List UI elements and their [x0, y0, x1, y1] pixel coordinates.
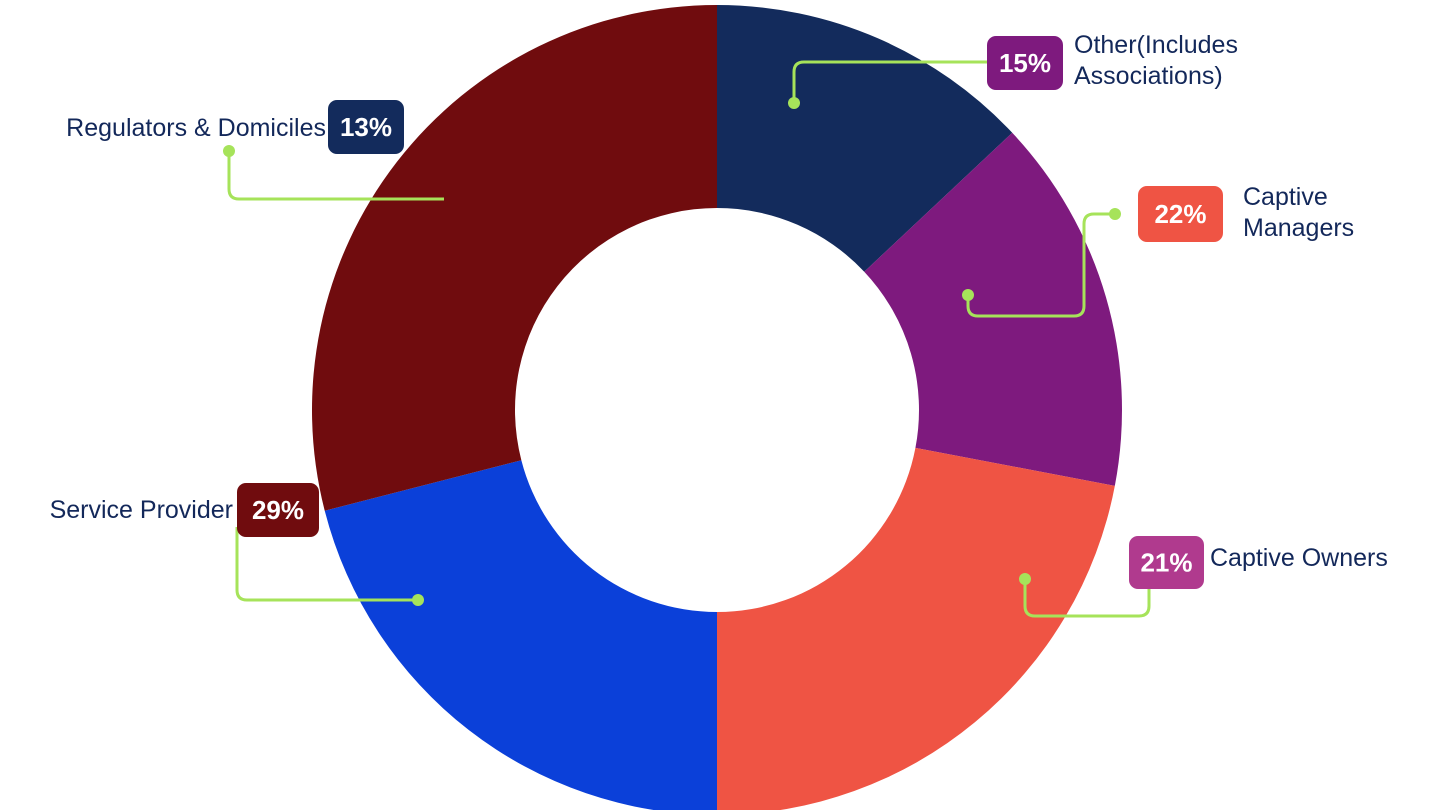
slice-captive-managers: [717, 447, 1115, 810]
badge-captive-managers: [1138, 186, 1223, 242]
leader-lines: [223, 60, 1151, 618]
category-label-line: Other(Includes: [1074, 31, 1238, 59]
badge-regulators-and-domiciles: [328, 100, 404, 154]
leader-dot-captive-owners: [1019, 573, 1031, 585]
percent-label-captive-owners: 21%: [1140, 548, 1192, 578]
category-label-regulators-and-domiciles: Regulators & Domiciles: [66, 114, 326, 142]
leader-line-captive-owners: [1023, 579, 1151, 618]
category-label-line: Regulators & Domiciles: [66, 114, 326, 142]
category-label-captive-owners: Captive Owners: [1210, 544, 1388, 572]
leader-line-other-includes-associations: [792, 60, 987, 103]
percent-label-service-provider: 29%: [252, 495, 304, 525]
category-label-line: Captive: [1243, 183, 1328, 211]
category-label-line: Associations): [1074, 62, 1223, 90]
category-label-line: Managers: [1243, 214, 1354, 242]
slice-regulators-and-domiciles: [717, 5, 1013, 272]
leader-dot-captive-managers: [1109, 208, 1121, 220]
slice-service-provider: [311, 5, 717, 511]
slice-labels: 21% Captive Owners 29% Service Provider 13% R…: [50, 31, 1388, 589]
leader-dot-service-provider: [412, 594, 424, 606]
percent-label-regulators-and-domiciles: 13%: [340, 112, 392, 142]
category-label-service-provider: Service Provider: [50, 496, 233, 524]
category-label-line: Service Provider: [50, 496, 233, 524]
leader-dot-other-includes-associations: [788, 97, 800, 109]
badge-other-includes-associations: [987, 36, 1063, 90]
leader-dot-captive-managers: [962, 289, 974, 301]
leader-line-regulators-and-domiciles: [227, 151, 444, 201]
slice-captive-owners: [324, 460, 717, 810]
leader-line-captive-managers: [966, 212, 1115, 318]
category-label-line: Captive Owners: [1210, 544, 1388, 572]
badge-captive-owners: [1129, 536, 1204, 589]
category-label-other-includes-associations: Other(Includes Associations): [1074, 31, 1238, 90]
badge-service-provider: [237, 483, 319, 537]
leader-line-service-provider: [235, 527, 418, 602]
slices: [311, 5, 1122, 810]
leader-dot-regulators-and-domiciles: [223, 145, 235, 157]
percent-label-captive-managers: 22%: [1154, 199, 1206, 229]
category-label-captive-managers: Captive Managers: [1243, 183, 1354, 242]
percent-label-other-includes-associations: 15%: [999, 48, 1051, 78]
slice-other-includes-associations: [864, 132, 1122, 486]
